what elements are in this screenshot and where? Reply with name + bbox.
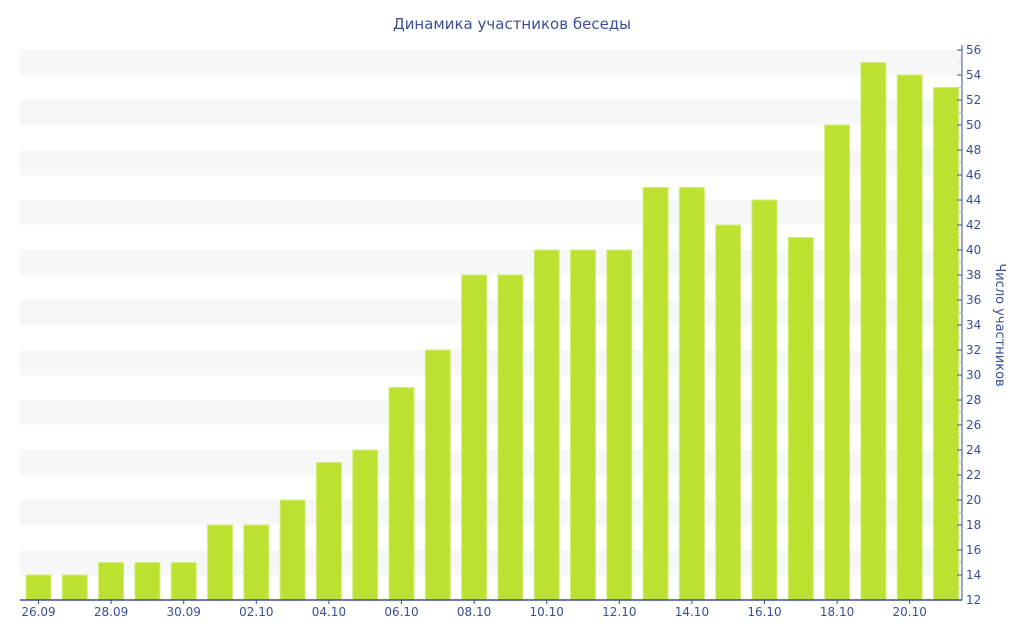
y-tick-label: 42: [966, 218, 981, 232]
x-tick-label: 16.10: [747, 605, 781, 619]
y-axis-label: Число участников: [992, 263, 1007, 386]
bar-08.10: [461, 274, 488, 601]
bar-07.10: [424, 349, 451, 601]
x-tick-label: 14.10: [675, 605, 709, 619]
bar-16.10: [751, 199, 778, 601]
grid-band: [20, 350, 962, 375]
y-tick-label: 54: [966, 68, 981, 82]
y-tick-label: 36: [966, 293, 981, 307]
x-tick-label: 28.09: [94, 605, 128, 619]
bar-12.10: [606, 249, 633, 601]
bar-10.10: [533, 249, 560, 601]
y-tick-label: 32: [966, 343, 981, 357]
bar-27.09: [61, 574, 88, 601]
bar-04.10: [315, 462, 342, 601]
grid-band: [20, 300, 962, 325]
chart-title: Динамика участников беседы: [393, 15, 631, 33]
y-tick-label: 50: [966, 118, 981, 132]
bar-19.10: [860, 62, 887, 601]
x-tick-label: 04.10: [312, 605, 346, 619]
bar-01.10: [207, 524, 233, 601]
bar-26.09: [25, 574, 52, 601]
grid-band: [20, 200, 962, 225]
bar-06.10: [388, 387, 415, 601]
bar-17.10: [787, 237, 814, 601]
bar-05.10: [352, 449, 379, 601]
bar-30.09: [170, 562, 197, 601]
y-tick-label: 34: [966, 318, 981, 332]
bar-18.10: [824, 124, 851, 601]
grid-band: [20, 100, 962, 125]
x-tick-label: 12.10: [602, 605, 636, 619]
y-tick-label: 24: [966, 443, 981, 457]
y-tick-label: 38: [966, 268, 981, 282]
bar-14.10: [678, 187, 705, 601]
x-tick-label: 06.10: [384, 605, 418, 619]
bar-13.10: [642, 187, 669, 601]
bar-11.10: [570, 249, 596, 601]
y-tick-label: 44: [966, 193, 981, 207]
y-tick-label: 16: [966, 543, 981, 557]
y-tick-label: 30: [966, 368, 981, 382]
bar-28.09: [98, 562, 125, 601]
grid-band: [20, 50, 962, 75]
grid-band: [20, 250, 962, 275]
x-tick-label: 10.10: [530, 605, 564, 619]
bar-09.10: [497, 274, 524, 601]
grid-band: [20, 550, 962, 575]
x-tick-label: 26.09: [21, 605, 55, 619]
x-tick-label: 02.10: [239, 605, 273, 619]
y-tick-label: 12: [966, 593, 981, 607]
x-tick-label: 30.09: [167, 605, 201, 619]
y-tick-label: 22: [966, 468, 981, 482]
bar-03.10: [279, 499, 306, 601]
bar-29.09: [134, 562, 161, 601]
x-tick-label: 08.10: [457, 605, 491, 619]
grid-band: [20, 150, 962, 175]
x-tick-label: 20.10: [893, 605, 927, 619]
y-tick-label: 52: [966, 93, 981, 107]
y-tick-label: 56: [966, 43, 981, 57]
y-tick-label: 46: [966, 168, 981, 182]
y-tick-label: 18: [966, 518, 981, 532]
y-tick-label: 48: [966, 143, 981, 157]
y-tick-label: 40: [966, 243, 981, 257]
y-tick-label: 20: [966, 493, 981, 507]
y-tick-label: 26: [966, 418, 981, 432]
grid-band: [20, 450, 962, 475]
bar-02.10: [243, 524, 270, 601]
y-tick-label: 28: [966, 393, 981, 407]
bar-21.10: [933, 87, 959, 601]
x-tick-label: 18.10: [820, 605, 854, 619]
bar-20.10: [896, 74, 923, 601]
bar-15.10: [715, 224, 742, 601]
y-tick-label: 14: [966, 568, 981, 582]
grid-band: [20, 400, 962, 425]
grid-band: [20, 500, 962, 525]
